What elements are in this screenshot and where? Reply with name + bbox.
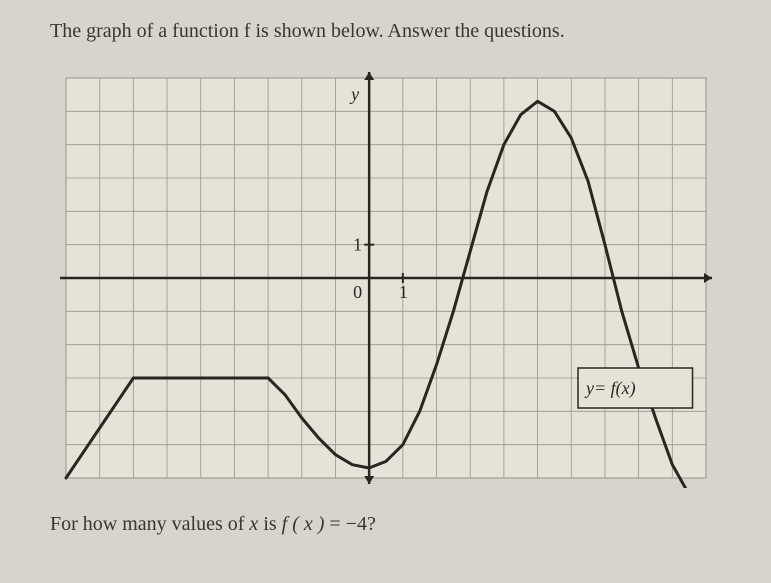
svg-text:1: 1 (398, 282, 407, 302)
svg-text:0: 0 (353, 282, 362, 302)
svg-text:1: 1 (353, 235, 362, 255)
svg-text:y: y (349, 84, 359, 104)
question-mid: is (258, 513, 281, 535)
question-func: f ( x ) (282, 513, 325, 535)
function-graph: y x 1 0 1 y= f(x) (56, 68, 716, 488)
graph-container: y x 1 0 1 y= f(x) (56, 68, 716, 488)
svg-text:y= f(x): y= f(x) (584, 378, 636, 399)
question-suffix: = −4? (324, 513, 375, 535)
question-text: For how many values of x is f ( x ) = −4… (50, 513, 721, 536)
svg-text:x: x (715, 268, 716, 288)
question-prefix: For how many values of (50, 513, 249, 535)
prompt-text: The graph of a function f is shown below… (50, 20, 721, 43)
question-var: x (249, 513, 258, 535)
